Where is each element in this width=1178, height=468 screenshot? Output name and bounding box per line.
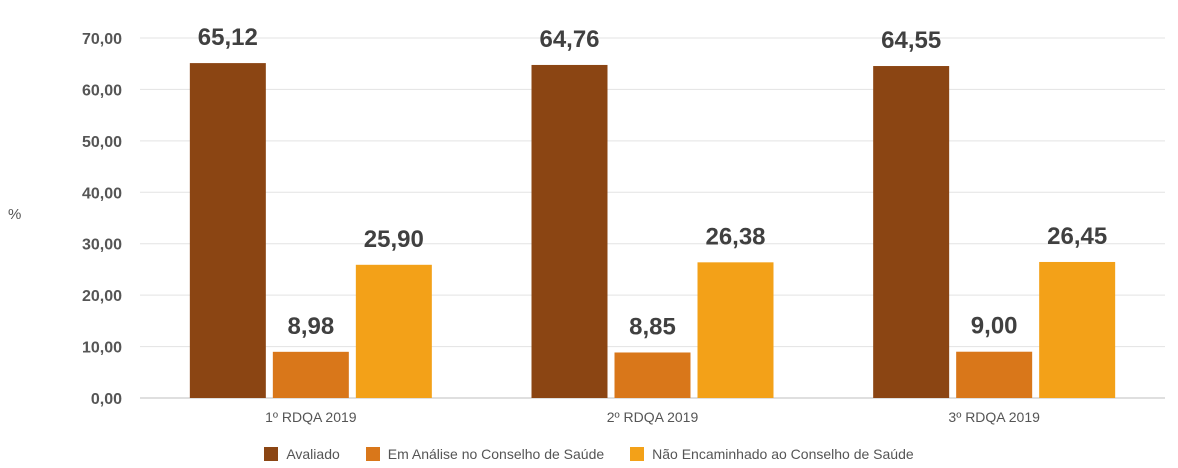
y-tick-label: 60,00 [82,82,122,99]
legend: Avaliado Em Análise no Conselho de Saúde N… [0,446,1178,462]
y-tick-label: 50,00 [82,134,122,151]
y-tick-label: 30,00 [82,237,122,254]
y-tick-label: 0,00 [91,391,122,408]
legend-item: Não Encaminhado ao Conselho de Saúde [630,446,914,462]
data-label: 26,38 [705,223,765,250]
data-label: 64,76 [539,26,599,53]
legend-swatch [630,447,644,461]
legend-item: Avaliado [264,446,339,462]
legend-label: Em Análise no Conselho de Saúde [388,446,604,462]
legend-item: Em Análise no Conselho de Saúde [366,446,604,462]
bar [273,352,349,398]
data-label: 64,55 [881,27,941,54]
data-label: 8,85 [629,313,676,340]
y-tick-label: 70,00 [82,31,122,48]
legend-swatch [264,447,278,461]
y-tick-label: 40,00 [82,185,122,202]
x-tick-label: 2º RDQA 2019 [607,409,699,425]
legend-label: Não Encaminhado ao Conselho de Saúde [652,446,914,462]
x-tick-label: 1º RDQA 2019 [265,409,357,425]
y-tick-label: 10,00 [82,340,122,357]
legend-label: Avaliado [286,446,339,462]
bar [356,265,432,398]
bar [615,352,691,398]
y-tick-label: 20,00 [82,288,122,305]
legend-swatch [366,447,380,461]
bar [873,66,949,398]
data-label: 25,90 [364,226,424,253]
data-label: 65,12 [198,24,258,51]
data-label: 9,00 [971,313,1018,340]
bar [956,352,1032,398]
bar-chart: 0,00 10,00 20,00 30,00 40,00 50,00 60,00 70,00 6… [0,0,1178,440]
x-tick-label: 3º RDQA 2019 [948,409,1040,425]
bar [1039,262,1115,398]
bar [532,65,608,398]
bar [190,63,266,398]
data-label: 8,98 [287,313,334,340]
bar [698,262,774,398]
data-label: 26,45 [1047,223,1107,250]
